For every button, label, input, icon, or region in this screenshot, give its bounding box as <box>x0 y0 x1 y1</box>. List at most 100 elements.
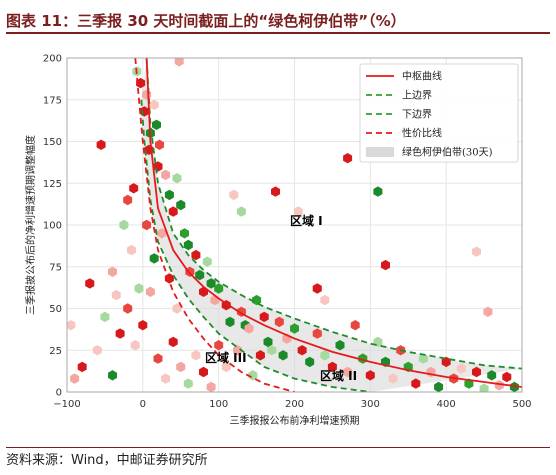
x-axis-label: 三季报报公布前净利增速预期 <box>230 414 360 427</box>
scatter-point <box>472 366 481 378</box>
scatter-point <box>335 340 345 351</box>
scatter-point <box>149 99 159 110</box>
scatter-point <box>100 311 110 323</box>
scatter-point <box>225 316 235 328</box>
y-tick-label: 0 <box>56 388 62 399</box>
scatter-point <box>191 249 201 261</box>
scatter-point <box>155 139 164 150</box>
scatter-point <box>168 336 178 348</box>
scatter-point <box>290 323 299 334</box>
scatter-point <box>320 350 330 361</box>
scatter-point <box>202 256 212 267</box>
scatter-point <box>96 139 106 150</box>
scatter-point <box>236 206 246 217</box>
scatter-point <box>233 345 243 356</box>
scatter-point <box>206 381 216 392</box>
scatter-point <box>434 381 444 392</box>
scatter-point <box>293 206 303 217</box>
region-label: 区域 II <box>320 368 357 383</box>
scatter-point <box>472 246 481 257</box>
scatter-point <box>320 294 330 306</box>
scatter-point <box>123 194 133 206</box>
scatter-point <box>172 303 182 314</box>
scatter-point <box>206 278 216 289</box>
x-tick-label: 400 <box>437 399 456 410</box>
scatter-point <box>365 370 375 381</box>
upper-boundary-curve <box>145 58 522 370</box>
scatter-point <box>176 361 186 373</box>
scatter-point <box>373 186 383 197</box>
y-tick-label: 175 <box>43 95 62 106</box>
band-area <box>141 58 522 392</box>
legend-box <box>359 63 519 163</box>
scatter-point <box>221 361 231 373</box>
scatter-point <box>67 320 76 331</box>
scatter-point <box>108 266 117 277</box>
scatter-point <box>127 244 136 256</box>
legend-label: 上边界 <box>402 90 432 102</box>
scatter-point <box>229 189 239 201</box>
region-annotations: 区域 I 区域 II 区域 III <box>205 213 357 383</box>
scatter-point <box>129 183 139 194</box>
scatter-point <box>343 153 353 164</box>
scatter-point <box>172 173 182 184</box>
x-tick-label: 0 <box>140 399 146 410</box>
scatter-point <box>77 361 87 373</box>
x-tick-label: −100 <box>53 399 80 410</box>
scatter-point <box>255 350 265 361</box>
legend-label: 下边界 <box>402 109 432 121</box>
center-curve <box>145 58 522 388</box>
legend-swatch-band <box>366 147 394 157</box>
scatter-point <box>267 345 277 356</box>
scatter-point <box>191 350 201 361</box>
scatter-point <box>388 373 398 384</box>
scatter-point <box>70 373 80 384</box>
scatter-point <box>327 361 337 373</box>
scatter-point <box>123 303 133 314</box>
scatter-point <box>134 283 144 294</box>
scatter-point <box>168 206 178 217</box>
region-label: 区域 III <box>205 350 247 365</box>
scatter-point <box>164 189 174 201</box>
legend-label: 性价比线 <box>402 127 442 140</box>
scatter-point <box>278 350 288 361</box>
scatter-point <box>271 186 280 197</box>
region-label: 区域 I <box>290 213 323 228</box>
scatter-point <box>263 336 273 348</box>
y-tick-label: 100 <box>43 221 62 232</box>
scatter-point <box>343 366 353 378</box>
scatter-point <box>199 366 208 378</box>
y-tick-label: 25 <box>49 346 62 357</box>
scatter-point <box>252 294 262 306</box>
scatter-point <box>312 328 322 339</box>
y-tick-label: 75 <box>49 262 62 273</box>
y-axis-label: 三季报披公布后的净利增速预期调整幅度 <box>24 135 37 315</box>
scatter-point <box>248 370 258 381</box>
scatter-point <box>274 316 284 328</box>
scatter-point <box>111 289 121 301</box>
scatter-point <box>174 58 184 67</box>
scatter-point <box>183 239 193 251</box>
scatter-point <box>108 370 117 381</box>
scatter-point <box>350 320 360 331</box>
scatter-point <box>441 356 451 368</box>
scatter-point <box>161 373 171 384</box>
scatter-point <box>157 228 167 239</box>
scatter-point <box>176 199 186 211</box>
y-tick-label: 50 <box>49 304 62 315</box>
scatter-point <box>195 269 205 281</box>
scatter-point <box>456 363 466 374</box>
scatter-point <box>214 283 224 294</box>
scatter-point <box>152 119 161 130</box>
scatter-point <box>312 283 322 294</box>
scatter-point <box>305 356 315 368</box>
scatter-point <box>180 228 189 239</box>
scatter-point <box>142 219 152 231</box>
scatter-point <box>136 77 146 89</box>
scatter-point <box>119 219 129 231</box>
figure-title: 图表 11：三季报 30 天时间截面上的“绿色柯伊伯带”（%） <box>6 8 550 34</box>
scatter-point <box>418 353 428 364</box>
scatter-point <box>138 320 148 331</box>
